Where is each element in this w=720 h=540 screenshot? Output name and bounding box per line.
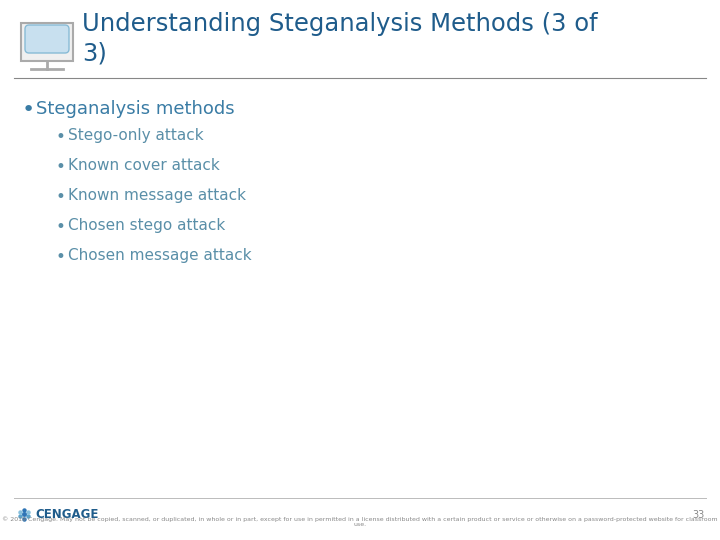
Text: Steganalysis methods: Steganalysis methods xyxy=(36,100,235,118)
Text: •: • xyxy=(55,158,65,176)
Text: •: • xyxy=(22,100,35,120)
Text: •: • xyxy=(55,128,65,146)
FancyBboxPatch shape xyxy=(21,23,73,61)
Text: Chosen stego attack: Chosen stego attack xyxy=(68,218,225,233)
Text: © 2019 Cengage. May not be copied, scanned, or duplicated, in whole or in part, : © 2019 Cengage. May not be copied, scann… xyxy=(2,516,718,528)
Text: Chosen message attack: Chosen message attack xyxy=(68,248,251,263)
FancyBboxPatch shape xyxy=(25,25,69,53)
Text: 3): 3) xyxy=(82,42,107,66)
Text: •: • xyxy=(55,248,65,266)
Text: Understanding Steganalysis Methods (3 of: Understanding Steganalysis Methods (3 of xyxy=(82,12,598,36)
Text: Known message attack: Known message attack xyxy=(68,188,246,203)
Text: 33: 33 xyxy=(693,510,705,520)
Text: Stego-only attack: Stego-only attack xyxy=(68,128,204,143)
Text: Known cover attack: Known cover attack xyxy=(68,158,220,173)
Text: CENGAGE: CENGAGE xyxy=(35,508,99,521)
Text: •: • xyxy=(55,218,65,236)
Text: •: • xyxy=(55,188,65,206)
